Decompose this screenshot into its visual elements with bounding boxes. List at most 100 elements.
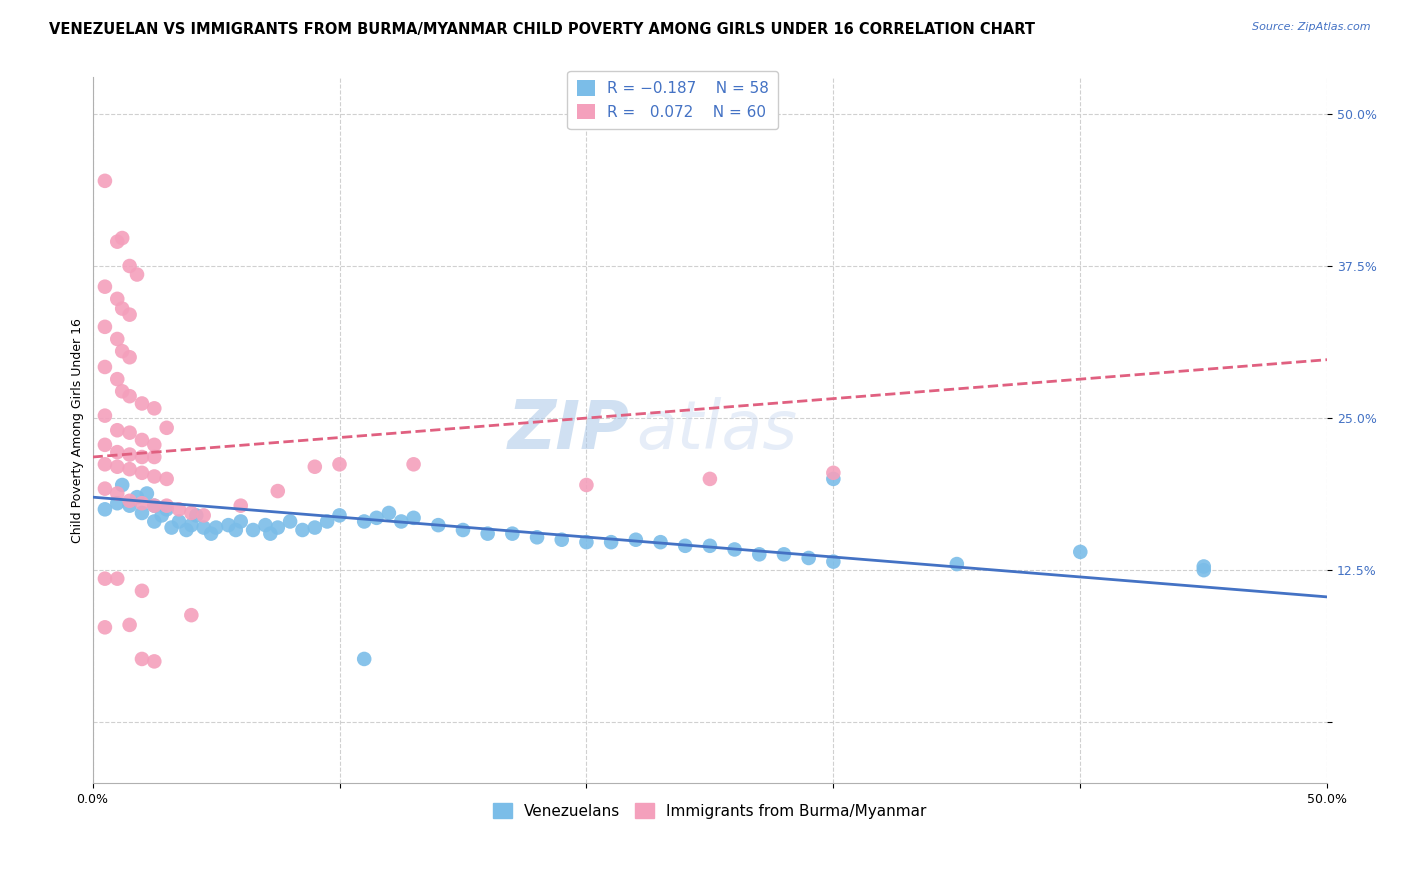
Point — [823, 472, 845, 486]
Point — [551, 533, 574, 547]
Point — [389, 515, 412, 529]
Point — [160, 520, 183, 534]
Point — [797, 551, 820, 566]
Point — [575, 535, 598, 549]
Point — [105, 292, 128, 306]
Point — [105, 459, 128, 474]
Point — [143, 438, 166, 452]
Point — [131, 496, 153, 510]
Point — [180, 518, 202, 533]
Point — [125, 490, 148, 504]
Point — [205, 520, 228, 534]
Point — [186, 508, 208, 523]
Point — [366, 511, 388, 525]
Point — [254, 518, 277, 533]
Point — [193, 520, 215, 534]
Point — [748, 547, 770, 561]
Point — [823, 555, 845, 569]
Point — [402, 511, 425, 525]
Point — [143, 401, 166, 416]
Point — [1192, 563, 1215, 577]
Point — [94, 482, 117, 496]
Point — [118, 493, 141, 508]
Point — [118, 259, 141, 273]
Point — [156, 499, 179, 513]
Point — [105, 332, 128, 346]
Point — [105, 445, 128, 459]
Point — [94, 572, 117, 586]
Point — [180, 506, 202, 520]
Point — [143, 654, 166, 668]
Point — [650, 535, 672, 549]
Point — [94, 438, 117, 452]
Point — [267, 484, 290, 499]
Point — [111, 384, 134, 399]
Point — [94, 359, 117, 374]
Point — [291, 523, 314, 537]
Point — [125, 268, 148, 282]
Point — [118, 425, 141, 440]
Point — [477, 526, 499, 541]
Point — [193, 508, 215, 523]
Point — [167, 502, 190, 516]
Point — [156, 421, 179, 435]
Point — [180, 608, 202, 623]
Point — [131, 396, 153, 410]
Point — [673, 539, 696, 553]
Point — [353, 515, 375, 529]
Point — [156, 472, 179, 486]
Point — [105, 486, 128, 500]
Point — [105, 496, 128, 510]
Point — [451, 523, 474, 537]
Point — [600, 535, 623, 549]
Point — [156, 502, 179, 516]
Point — [143, 515, 166, 529]
Point — [353, 652, 375, 666]
Point — [304, 520, 326, 534]
Point — [118, 618, 141, 632]
Point — [229, 499, 252, 513]
Point — [316, 515, 339, 529]
Point — [1069, 545, 1091, 559]
Point — [378, 506, 401, 520]
Point — [118, 499, 141, 513]
Point — [402, 458, 425, 472]
Point — [278, 515, 301, 529]
Point — [94, 319, 117, 334]
Point — [242, 523, 264, 537]
Point — [94, 409, 117, 423]
Text: ZIP: ZIP — [508, 397, 630, 463]
Point — [699, 539, 721, 553]
Point — [328, 508, 350, 523]
Point — [1192, 559, 1215, 574]
Point — [267, 520, 290, 534]
Text: atlas: atlas — [636, 397, 797, 463]
Point — [131, 583, 153, 598]
Point — [131, 466, 153, 480]
Point — [143, 499, 166, 513]
Point — [118, 351, 141, 365]
Point — [94, 620, 117, 634]
Point — [143, 499, 166, 513]
Point — [328, 458, 350, 472]
Point — [111, 301, 134, 316]
Point — [217, 518, 239, 533]
Point — [150, 508, 173, 523]
Point — [259, 526, 281, 541]
Point — [131, 506, 153, 520]
Point — [105, 423, 128, 437]
Point — [118, 389, 141, 403]
Point — [111, 344, 134, 359]
Point — [699, 472, 721, 486]
Point — [773, 547, 796, 561]
Point — [94, 174, 117, 188]
Point — [111, 478, 134, 492]
Point — [135, 486, 157, 500]
Point — [501, 526, 523, 541]
Point — [143, 469, 166, 483]
Text: VENEZUELAN VS IMMIGRANTS FROM BURMA/MYANMAR CHILD POVERTY AMONG GIRLS UNDER 16 C: VENEZUELAN VS IMMIGRANTS FROM BURMA/MYAN… — [49, 22, 1035, 37]
Point — [111, 231, 134, 245]
Point — [526, 530, 548, 544]
Point — [118, 448, 141, 462]
Point — [723, 542, 745, 557]
